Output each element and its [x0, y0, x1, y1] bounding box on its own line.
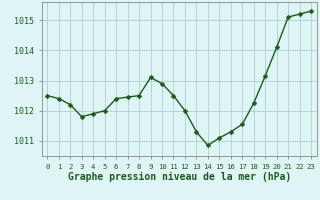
X-axis label: Graphe pression niveau de la mer (hPa): Graphe pression niveau de la mer (hPa) [68, 172, 291, 182]
